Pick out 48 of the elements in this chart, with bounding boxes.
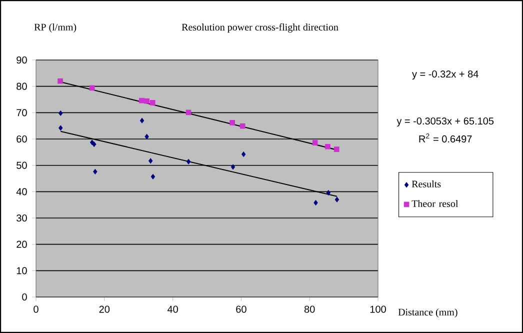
y-tick-label: 30	[16, 214, 27, 222]
x-axis-title: Distance (mm)	[398, 308, 458, 318]
point	[326, 190, 330, 196]
text: R$^{2}$ = 0.6497	[419, 133, 472, 143]
chart-title: Resolution power cross-flight direction	[182, 23, 338, 33]
point	[144, 98, 150, 104]
x-tick-label: 40	[167, 306, 178, 313]
point	[148, 158, 153, 164]
point	[314, 200, 318, 206]
y-tick-label: 10	[16, 267, 27, 274]
point	[186, 158, 191, 164]
point	[58, 110, 63, 116]
x-tick-label: 100	[370, 306, 386, 313]
point	[240, 123, 246, 129]
point	[312, 140, 318, 146]
legend-label: Results	[412, 180, 441, 188]
point	[58, 125, 63, 131]
point	[230, 164, 236, 170]
y-tick-label: 40	[16, 188, 27, 196]
x-tick-label: 0	[34, 306, 38, 313]
point	[325, 144, 330, 150]
point	[93, 168, 98, 174]
y-tick-label: 70	[16, 109, 27, 116]
point	[140, 118, 144, 124]
legend-label: Theor resol	[412, 200, 458, 208]
point	[186, 110, 192, 116]
point	[144, 134, 149, 140]
y-tick-label: 60	[16, 135, 27, 143]
x-tick-label: 20	[99, 306, 110, 313]
point	[230, 120, 235, 126]
y-tick-label: 0	[22, 293, 27, 301]
y-axis-title: RP (l/mm)	[34, 23, 76, 33]
y-tick-label: 90	[16, 56, 27, 64]
point	[139, 98, 144, 104]
x-tick-label: 60	[236, 306, 246, 313]
y-tick-label: 50	[16, 162, 27, 169]
y-tick-label: 20	[16, 240, 27, 248]
y-tick-label: 80	[16, 82, 27, 90]
point	[334, 146, 340, 152]
point	[58, 78, 63, 84]
text: y = -0.32x + 84	[412, 70, 478, 80]
point	[89, 85, 95, 91]
x-tick-label: 80	[304, 306, 315, 313]
point	[150, 174, 156, 180]
point	[150, 100, 156, 106]
text: y = -0.3053x + 65.105	[396, 117, 494, 127]
point	[334, 196, 340, 202]
point	[242, 152, 246, 157]
